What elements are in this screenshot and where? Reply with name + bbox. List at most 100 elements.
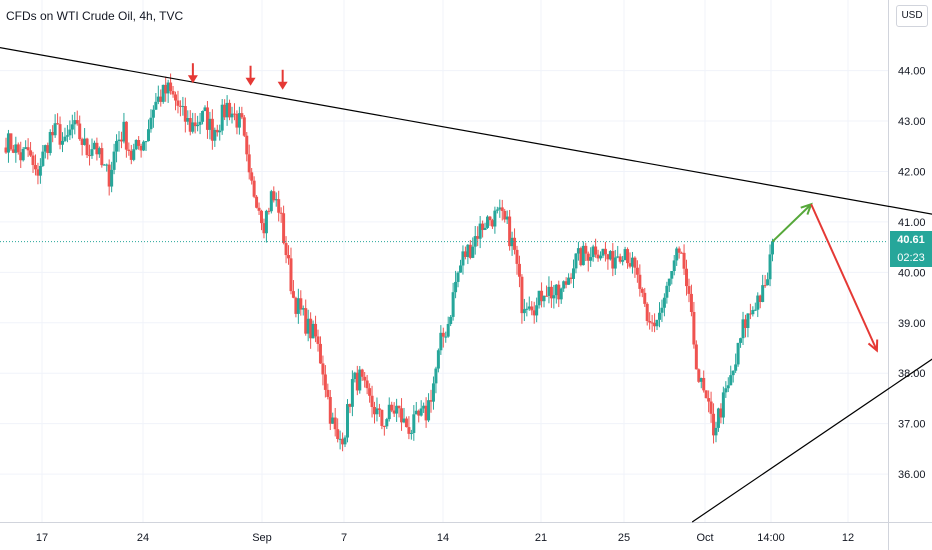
candle <box>591 244 595 262</box>
candle-body <box>365 380 369 389</box>
candle <box>734 353 738 373</box>
candle <box>766 272 770 286</box>
candle-body <box>407 427 411 434</box>
candle <box>188 110 192 136</box>
candle-body <box>461 251 465 266</box>
candle <box>483 222 487 231</box>
candle-body <box>301 308 305 310</box>
candle <box>746 313 750 338</box>
candle <box>166 79 170 103</box>
candle-body <box>653 322 657 327</box>
candle <box>599 251 603 261</box>
candle <box>345 399 349 443</box>
candle-body <box>73 120 77 125</box>
candle <box>16 142 20 155</box>
candle <box>667 278 671 293</box>
arrow-shaft <box>810 203 878 351</box>
candle-body <box>616 256 620 258</box>
candle <box>407 416 411 440</box>
candle <box>714 421 718 443</box>
candle <box>350 370 354 417</box>
candle-body <box>655 319 659 327</box>
candle <box>122 112 126 144</box>
candle-body <box>368 388 372 396</box>
candle <box>630 251 634 274</box>
candle-body <box>144 141 148 143</box>
candle <box>726 377 730 393</box>
candle-body <box>468 244 472 258</box>
candle <box>240 106 244 120</box>
candle-body <box>392 410 396 414</box>
candle <box>557 280 561 308</box>
candle <box>675 246 679 266</box>
candle <box>373 401 377 424</box>
candle-body <box>225 102 229 118</box>
candle-body <box>549 286 553 299</box>
currency-button[interactable]: USD <box>896 5 928 27</box>
candle <box>230 106 234 124</box>
candle <box>90 138 94 159</box>
candle <box>191 112 195 134</box>
candle <box>382 425 386 436</box>
candle-body <box>657 312 661 320</box>
candle <box>613 249 617 275</box>
candle-body <box>594 246 598 255</box>
candle <box>444 331 448 343</box>
candle <box>228 99 232 121</box>
candle-body <box>127 149 131 151</box>
candle <box>400 398 404 431</box>
candle-body <box>115 141 119 152</box>
candle-body <box>574 253 578 269</box>
down-arrow-marker <box>277 69 288 90</box>
candle-body <box>326 389 330 397</box>
candle-body <box>436 350 440 369</box>
candle <box>513 228 517 255</box>
marker-head <box>245 77 256 86</box>
candle <box>336 418 340 443</box>
candle-body <box>466 244 470 257</box>
candle <box>279 207 283 223</box>
candle-body <box>397 405 401 409</box>
candle <box>500 199 504 221</box>
candle-body <box>697 369 701 382</box>
candle-body <box>670 271 674 279</box>
candle <box>264 209 268 243</box>
candle <box>311 320 315 339</box>
candle <box>743 314 747 338</box>
candle-body <box>166 82 170 94</box>
candle <box>665 281 669 304</box>
candle <box>419 400 423 417</box>
candle-body <box>746 313 750 328</box>
candle-body <box>584 245 588 254</box>
candle <box>431 376 435 410</box>
candle <box>4 137 8 154</box>
candle-body <box>198 121 202 125</box>
candle-body <box>245 135 249 155</box>
candle <box>409 429 413 440</box>
time-tick-label: Oct <box>696 532 713 544</box>
candle <box>78 115 82 141</box>
candle <box>471 237 475 259</box>
candle-body <box>373 406 377 415</box>
candle-body <box>547 286 551 296</box>
candle-body <box>417 410 421 416</box>
candle-body <box>161 84 165 102</box>
candle-body <box>102 164 106 166</box>
candle-body <box>694 344 698 370</box>
candle <box>707 390 711 413</box>
candle <box>6 129 10 163</box>
candle-body <box>9 133 13 150</box>
candle <box>220 98 224 135</box>
candle-body <box>532 310 536 316</box>
candle-body <box>726 385 730 389</box>
candle-body <box>596 254 600 259</box>
candle <box>434 366 438 394</box>
candle-body <box>122 121 126 142</box>
candle-body <box>439 332 443 351</box>
candle-body <box>19 152 23 161</box>
candle-body <box>311 323 315 339</box>
candle-body <box>486 216 490 228</box>
candle-body <box>350 379 354 407</box>
candle <box>510 231 514 256</box>
